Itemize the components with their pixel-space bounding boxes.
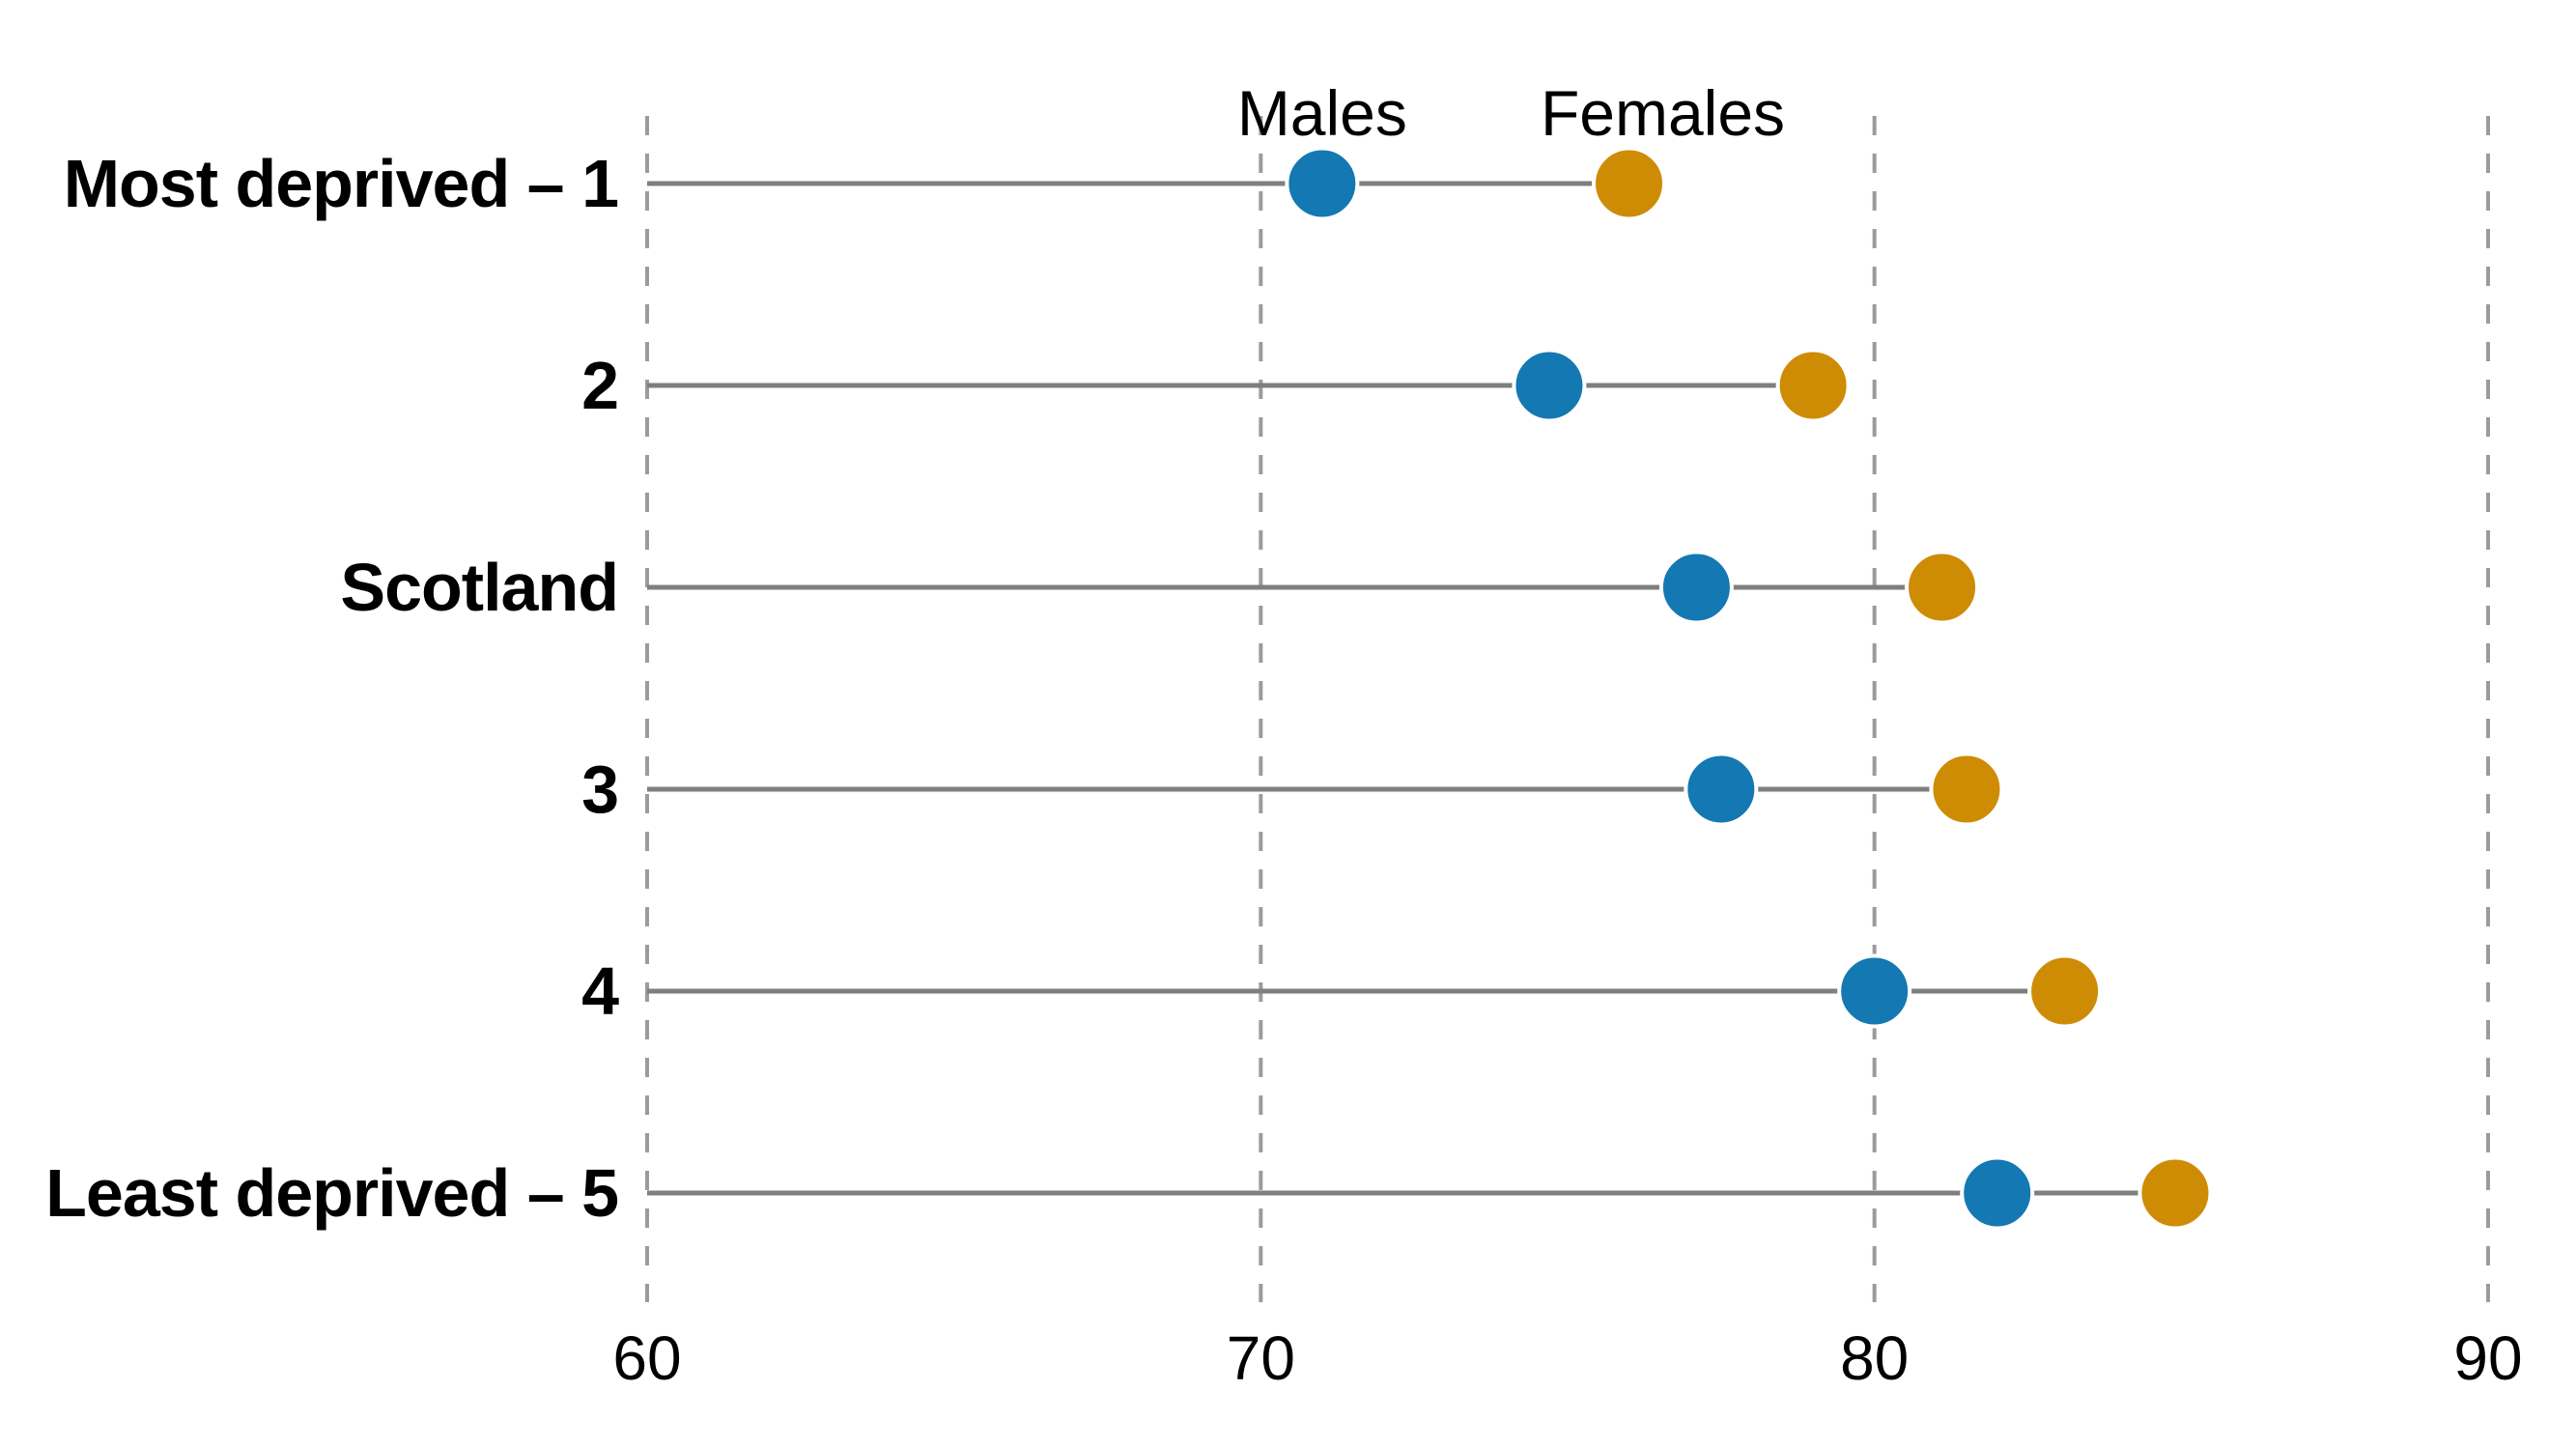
females-dot-2 [1775,348,1851,423]
legend-females-label: Females [1540,77,1786,149]
category-label-4: 4 [581,953,619,1029]
males-dot-scotland [1658,550,1734,625]
x-tick-60: 60 [612,1323,682,1393]
females-dot-least-deprived-5 [2137,1155,2213,1231]
legend-males-label: Males [1236,77,1407,149]
males-dot-3 [1684,752,1759,827]
males-dot-2 [1512,348,1587,423]
category-label-least-deprived-5: Least deprived – 5 [45,1155,619,1231]
males-dot-most-deprived-1 [1285,146,1360,221]
category-label-3: 3 [581,752,619,827]
category-label-scotland: Scotland [340,550,619,625]
category-label-2: 2 [581,348,619,423]
females-dot-3 [1929,752,2004,827]
x-tick-90: 90 [2453,1323,2523,1393]
females-dot-4 [2027,953,2103,1029]
females-dot-scotland [1905,550,1980,625]
x-tick-70: 70 [1226,1323,1295,1393]
x-tick-80: 80 [1840,1323,1910,1393]
males-dot-least-deprived-5 [1960,1155,2035,1231]
category-label-most-deprived-1: Most deprived – 1 [63,146,619,221]
males-dot-4 [1837,953,1912,1029]
females-dot-most-deprived-1 [1592,146,1667,221]
